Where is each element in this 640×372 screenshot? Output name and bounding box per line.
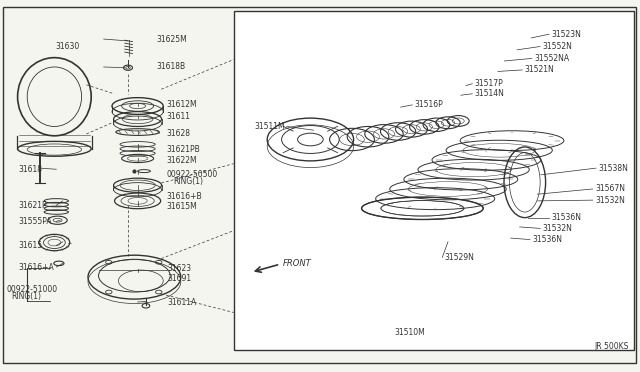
Text: 31552NA: 31552NA (534, 54, 570, 63)
Text: 31529N: 31529N (445, 253, 475, 262)
Text: 31691: 31691 (168, 274, 192, 283)
Text: 31523N: 31523N (552, 30, 582, 39)
Text: 31552N: 31552N (543, 42, 573, 51)
Text: 31517P: 31517P (475, 79, 504, 88)
Text: 31621P: 31621P (18, 201, 47, 210)
Text: 31618B: 31618B (157, 62, 186, 71)
Text: 31628: 31628 (166, 129, 191, 138)
Text: 31612M: 31612M (166, 100, 197, 109)
Text: 31630: 31630 (55, 42, 79, 51)
Text: 31567N: 31567N (595, 185, 625, 193)
Polygon shape (243, 30, 630, 179)
Text: 00922-50500: 00922-50500 (166, 170, 218, 179)
Text: 00922-51000: 00922-51000 (6, 285, 58, 294)
Text: 31625M: 31625M (157, 35, 188, 44)
Text: 31621PB: 31621PB (166, 145, 200, 154)
Text: 31510M: 31510M (394, 328, 425, 337)
Text: 31536N: 31536N (532, 235, 563, 244)
Text: 31532N: 31532N (543, 224, 573, 233)
Text: 31538N: 31538N (598, 164, 628, 173)
Text: 31622M: 31622M (166, 156, 197, 165)
Text: FRONT: FRONT (283, 259, 312, 268)
Text: JR 500KS: JR 500KS (594, 342, 628, 351)
Text: 31615M: 31615M (166, 202, 197, 211)
Text: RING(1): RING(1) (12, 292, 42, 301)
Text: 31616+A: 31616+A (18, 263, 54, 272)
Text: 31514N: 31514N (475, 89, 505, 98)
Text: 31516P: 31516P (415, 100, 444, 109)
Text: 31611: 31611 (166, 112, 191, 121)
Bar (234, 11, 634, 350)
Text: 31615: 31615 (18, 241, 42, 250)
Text: 31536N: 31536N (552, 213, 582, 222)
Text: RING(1): RING(1) (173, 177, 203, 186)
Text: 31521N: 31521N (525, 65, 554, 74)
Text: 31616+B: 31616+B (166, 192, 202, 201)
Polygon shape (243, 119, 630, 268)
Text: 31511M: 31511M (255, 122, 285, 131)
Text: 31618: 31618 (18, 165, 42, 174)
Text: 31611A: 31611A (168, 298, 197, 307)
Text: 31555PA: 31555PA (18, 217, 52, 226)
Text: 31623: 31623 (168, 264, 192, 273)
Text: 31532N: 31532N (595, 196, 625, 205)
